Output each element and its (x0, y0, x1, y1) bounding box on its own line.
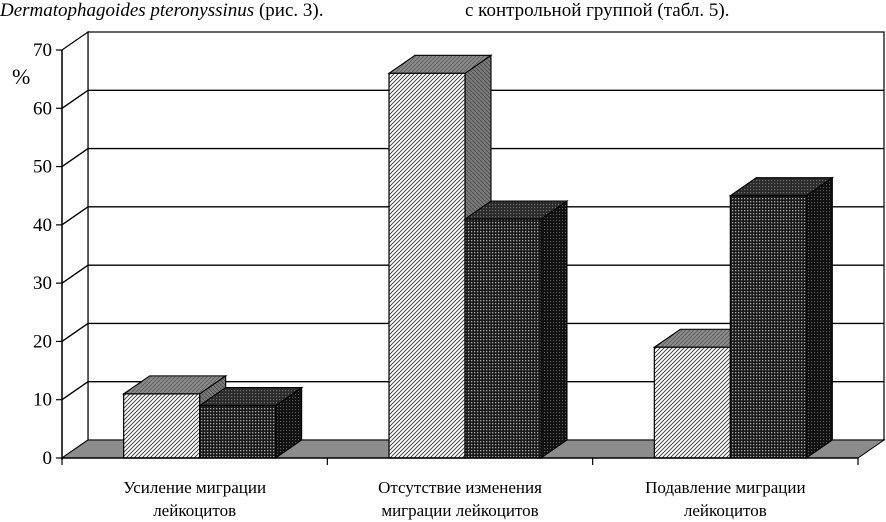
bar-front (199, 404, 277, 459)
gridline (61, 206, 884, 226)
gridline (61, 381, 884, 401)
gridline (61, 264, 884, 284)
y-tick-label: 40 (33, 215, 52, 236)
bar-front (729, 195, 807, 459)
gridline (61, 89, 884, 109)
figure-reference: (рис. 3). (254, 0, 324, 21)
x-category-label: миграции лейкоцитов (381, 501, 538, 520)
species-name: Dermatophagoides pteronyssinus (0, 0, 255, 21)
x-category-label: Подавление миграции (645, 478, 805, 497)
y-tick-label: 60 (33, 98, 52, 119)
y-tick-label: 0 (43, 448, 53, 469)
header-left-text: Dermatophagoides pteronyssinus (рис. 3). (0, 0, 323, 22)
gridline (61, 147, 884, 168)
bar (197, 386, 304, 460)
bar (463, 199, 569, 460)
x-category-label: лейкоцитов (684, 501, 767, 520)
bar (728, 176, 835, 460)
bar-side (805, 176, 833, 460)
header-right-text: с контрольной группой (табл. 5). (465, 0, 730, 21)
x-category-label: лейкоцитов (153, 501, 236, 520)
bar-front (388, 72, 466, 459)
y-tick-label: 30 (33, 273, 52, 294)
bar-front (464, 218, 542, 459)
bar-front (653, 346, 731, 459)
bar-side (540, 199, 568, 460)
bar-front (123, 393, 201, 459)
y-tick-label: 20 (33, 331, 52, 352)
y-tick-label: 50 (33, 157, 52, 178)
y-axis-unit: % (12, 64, 30, 89)
x-category-label: Усиление миграции (123, 478, 266, 497)
y-tick-label: 10 (33, 390, 52, 411)
y-tick-label: 70 (33, 40, 52, 61)
side-wall (61, 30, 89, 460)
x-category-label: Отсутствие изменения (378, 478, 542, 497)
gridline (61, 322, 884, 343)
